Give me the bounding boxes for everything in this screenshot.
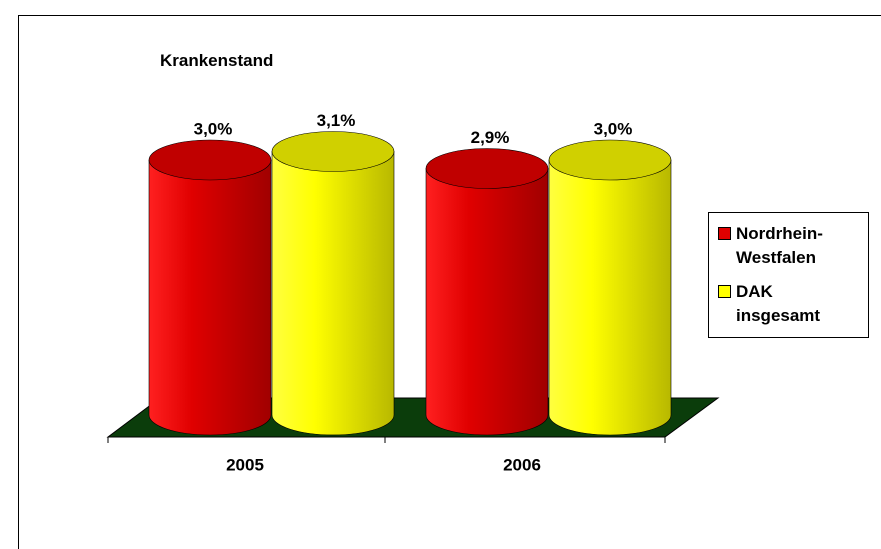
cylinder-top	[425, 148, 549, 189]
cylinder-body	[271, 151, 395, 436]
cylinder-top	[271, 131, 395, 172]
x-tick-label: 2006	[503, 455, 541, 474]
cylinder-top	[548, 139, 672, 181]
cylinder	[548, 139, 672, 436]
legend-label: Nordrhein-Westfalen	[736, 224, 823, 267]
cylinder	[425, 148, 549, 436]
legend-swatch	[718, 285, 731, 298]
cylinder-body	[548, 159, 672, 436]
legend	[708, 212, 869, 338]
legend-entry: DAK insgesamt	[736, 282, 821, 325]
cylinder-top	[148, 139, 272, 181]
value-label: 3,1%	[317, 111, 356, 130]
frame	[18, 15, 881, 549]
value-label: 3,0%	[194, 119, 233, 138]
cylinder-body	[148, 159, 272, 436]
value-label: 2,9%	[471, 128, 510, 147]
chart-title: Krankenstand	[160, 51, 273, 70]
legend-entry: Nordrhein-Westfalen	[736, 224, 823, 267]
legend-label: DAK insgesamt	[736, 282, 821, 325]
cylinder	[148, 139, 272, 436]
value-label: 3,0%	[594, 119, 633, 138]
cylinder	[271, 131, 395, 436]
legend-swatch	[718, 227, 731, 240]
x-tick-label: 2005	[226, 455, 264, 474]
cylinder-body	[425, 168, 549, 436]
